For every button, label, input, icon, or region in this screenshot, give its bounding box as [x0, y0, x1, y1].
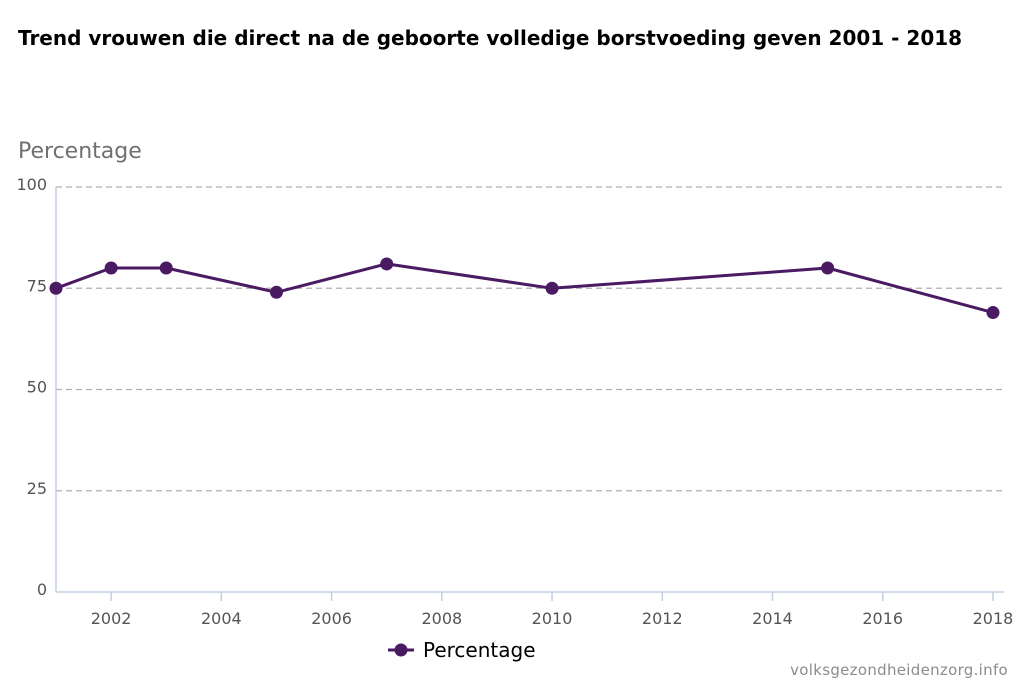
data-point-2002[interactable]: [104, 261, 118, 275]
y-tick-label-75: 75: [27, 276, 47, 295]
legend-marker: [394, 643, 408, 657]
series-group: [49, 257, 1000, 320]
x-tick-label-2002: 2002: [91, 609, 132, 628]
data-point-2018[interactable]: [986, 306, 1000, 320]
y-tick-label-25: 25: [27, 479, 47, 498]
chart-title: Trend vrouwen die direct na de geboorte …: [18, 26, 963, 50]
data-point-2005[interactable]: [269, 285, 283, 299]
data-point-2001[interactable]: [49, 281, 63, 295]
y-tick-label-50: 50: [27, 378, 47, 397]
axes: [55, 187, 1004, 601]
x-tick-label-2004: 2004: [201, 609, 242, 628]
y-tick-label-100: 100: [16, 175, 47, 194]
legend-label[interactable]: Percentage: [423, 638, 536, 662]
x-tick-label-2012: 2012: [642, 609, 683, 628]
data-point-2003[interactable]: [159, 261, 173, 275]
series-line-0: [55, 262, 994, 315]
x-tick-label-2008: 2008: [421, 609, 462, 628]
y-axis-label: Percentage: [18, 139, 142, 164]
source-credit: volksgezondheidenzorg.info: [790, 661, 1008, 679]
y-tick-labels: 0 25 50 75 100: [16, 175, 47, 599]
data-point-2015[interactable]: [821, 261, 835, 275]
x-tick-labels: 2002 2004 2006 2008 2010 2012 2014 2016 2018: [91, 609, 1014, 628]
x-tick-label-2014: 2014: [752, 609, 793, 628]
data-point-2007[interactable]: [380, 257, 394, 271]
x-tick-label-2006: 2006: [311, 609, 352, 628]
gridlines: [56, 186, 1004, 492]
data-point-2010[interactable]: [545, 281, 559, 295]
y-tick-label-0: 0: [37, 580, 47, 599]
x-tick-label-2016: 2016: [862, 609, 903, 628]
x-tick-label-2018: 2018: [973, 609, 1014, 628]
x-tick-label-2010: 2010: [532, 609, 573, 628]
legend: Percentage: [388, 638, 536, 662]
